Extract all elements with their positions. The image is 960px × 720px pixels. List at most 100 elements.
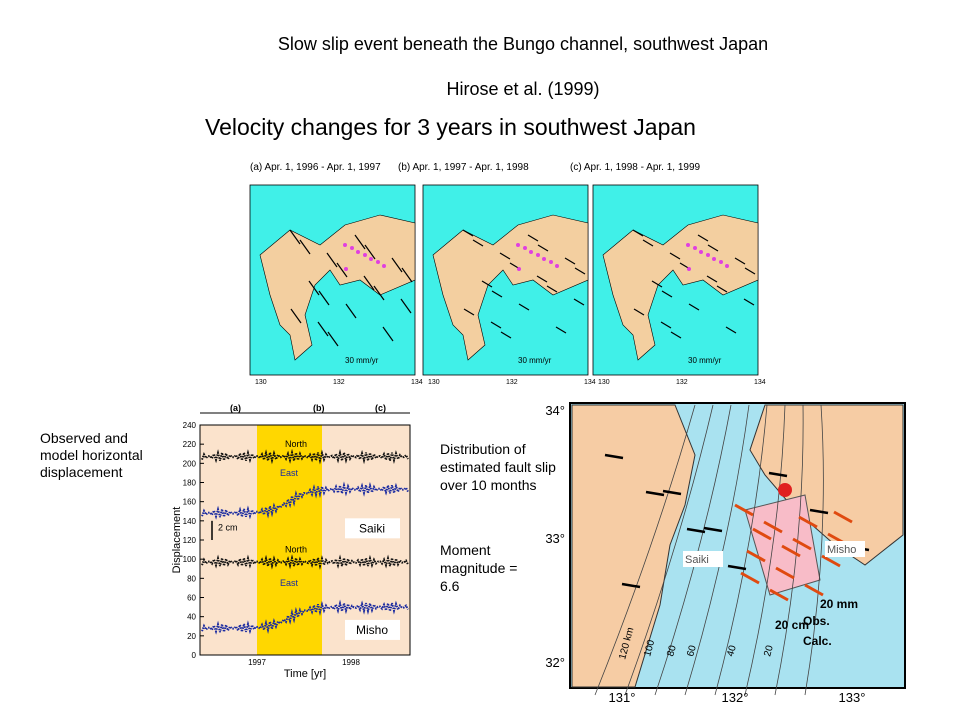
land-kyushu (571, 404, 696, 688)
panel-label: (a) Apr. 1, 1996 - Apr. 1, 1997 (250, 162, 381, 173)
displacement-trace (201, 481, 409, 521)
velocity-arrow (632, 229, 644, 237)
velocity-arrow (669, 252, 681, 260)
station (516, 243, 520, 247)
station (725, 264, 729, 268)
scale-label: 30 mm/yr (345, 356, 379, 365)
depth-contour (744, 404, 786, 696)
velocity-arrow (574, 267, 586, 275)
station (699, 250, 703, 254)
station (687, 267, 691, 271)
velocity-arrow (633, 308, 645, 316)
slip-arrow (804, 583, 824, 597)
station (350, 246, 354, 250)
station (712, 257, 716, 261)
velocity-arrow (499, 252, 511, 260)
velocity-arrow (364, 244, 376, 260)
obs-arrow (703, 526, 723, 533)
station (536, 253, 540, 257)
station (555, 264, 559, 268)
velocity-arrow (518, 303, 530, 311)
station-label: Saiki (359, 521, 385, 535)
velocity-arrow (401, 267, 413, 283)
lon-label: 130 (598, 379, 610, 386)
velocity-arrow (725, 326, 737, 334)
velocity-arrow (491, 290, 503, 298)
velocity-arrow (734, 257, 746, 265)
velocity-arrow (481, 280, 493, 288)
x-axis-label: Time [yr] (284, 668, 326, 680)
legend-label: 20 mm (820, 597, 858, 611)
station (369, 257, 373, 261)
y-tick-label: 60 (187, 594, 196, 603)
period-label: (b) (313, 403, 325, 413)
period-label: (c) (375, 403, 386, 413)
velocity-arrow (290, 308, 302, 324)
depth-contour (714, 404, 768, 696)
y-tick-label: 80 (187, 574, 196, 583)
lat-label: 34° (545, 403, 565, 418)
velocity-arrow (327, 331, 339, 347)
slip-arrow (833, 510, 853, 524)
velocity-arrow (299, 239, 311, 255)
station-label: Misho (827, 544, 856, 556)
station (382, 264, 386, 268)
period-label: (a) (230, 403, 241, 413)
map-land (259, 214, 416, 361)
velocity-arrow (537, 244, 549, 252)
velocity-arrow (500, 331, 512, 339)
station (517, 267, 521, 271)
velocity-arrow (391, 257, 403, 273)
station-box (825, 541, 865, 557)
displacement-caption: Observed and model horizontal displaceme… (40, 430, 143, 480)
lon-label: 131° (609, 690, 636, 705)
legend-label: Calc. (803, 634, 832, 648)
lon-label: 132° (722, 690, 749, 705)
velocity-arrow (546, 285, 558, 293)
velocity-arrow (527, 234, 539, 242)
obs-arrow (662, 489, 682, 496)
map-land (602, 214, 759, 361)
slip-arrow (740, 571, 760, 585)
y-tick-label: 200 (183, 459, 197, 468)
displacement-trace (201, 448, 409, 465)
velocity-arrow (308, 280, 320, 296)
slip-arrow (821, 554, 841, 568)
scale-label: 30 mm/yr (688, 356, 722, 365)
lon-label: 132 (333, 379, 345, 386)
depth-contour (624, 404, 714, 696)
slip-map: 34° 33° 32° 131° 132° 133° Saiki Misho 20 mm 20 c… (545, 402, 906, 705)
scale-label: 2 cm (218, 522, 238, 532)
station (542, 257, 546, 261)
displacement-trace (201, 554, 409, 570)
lat-label: 32° (545, 655, 565, 670)
station (343, 243, 347, 247)
velocity-arrow (382, 326, 394, 342)
velocity-arrow (642, 239, 654, 247)
velocity-arrow (363, 275, 375, 291)
lon-label: 134 (584, 379, 596, 386)
citation: Hirose et al. (1999) (446, 79, 600, 99)
station-label: Saiki (685, 554, 709, 566)
y-tick-label: 100 (183, 555, 197, 564)
velocity-arrow (462, 229, 474, 237)
magnitude: Moment magnitude = 6.6 (440, 542, 518, 594)
slip-arrow (763, 520, 783, 534)
velocity-arrow (670, 331, 682, 339)
velocity-arrow (536, 275, 548, 283)
y-tick-label: 180 (183, 479, 197, 488)
y-tick-label: 20 (187, 632, 196, 641)
obs-arrow (809, 508, 829, 515)
depth-contour (684, 404, 750, 696)
velocity-arrow (660, 321, 672, 329)
velocity-arrow (373, 285, 385, 301)
depth-contour (654, 404, 732, 696)
y-axis-label: Displacement (171, 507, 183, 574)
obs-arrow (604, 453, 624, 460)
station (344, 267, 348, 271)
velocity-arrow (354, 234, 366, 250)
y-tick-label: 120 (183, 536, 197, 545)
slip-arrow (746, 549, 766, 563)
y-tick-label: 220 (183, 440, 197, 449)
